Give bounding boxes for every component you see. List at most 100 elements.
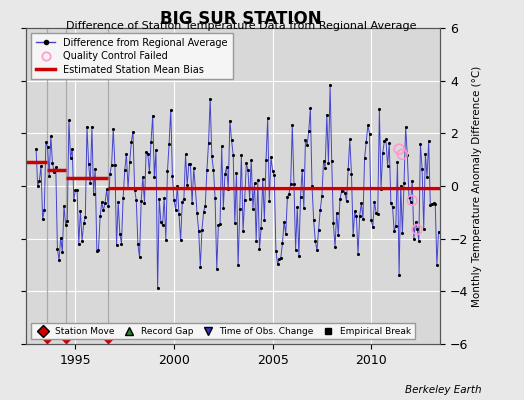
Point <box>121 167 129 174</box>
Point <box>175 211 183 217</box>
Point <box>191 185 200 192</box>
Point <box>42 139 50 146</box>
Point <box>281 231 290 237</box>
Point <box>380 138 388 145</box>
Point <box>257 225 265 231</box>
Point <box>318 193 326 199</box>
Y-axis label: Monthly Temperature Anomaly Difference (°C): Monthly Temperature Anomaly Difference (… <box>473 65 483 307</box>
Point <box>291 246 300 253</box>
Point <box>145 169 154 176</box>
Point <box>347 170 356 177</box>
Point <box>217 143 226 150</box>
Point <box>387 200 395 206</box>
Point <box>65 117 73 124</box>
Point <box>249 206 257 212</box>
Point <box>83 124 91 130</box>
Point <box>304 128 313 134</box>
Point <box>84 160 93 167</box>
Point <box>232 170 241 176</box>
Point <box>183 182 191 189</box>
Point <box>104 203 113 210</box>
Point <box>132 197 140 203</box>
Point <box>265 198 274 204</box>
Point <box>367 217 375 224</box>
Point <box>428 201 436 207</box>
Point <box>68 145 77 152</box>
Point <box>165 140 173 147</box>
Point <box>43 144 52 150</box>
Point <box>294 252 303 259</box>
Point <box>200 208 208 215</box>
Point <box>234 262 242 268</box>
Point <box>244 167 252 173</box>
Point <box>267 154 275 160</box>
Point <box>222 164 231 170</box>
Point <box>221 171 229 178</box>
Point <box>247 157 255 164</box>
Point <box>180 195 188 202</box>
Point <box>339 184 347 191</box>
Point <box>201 203 210 209</box>
Point <box>50 168 58 175</box>
Point <box>213 266 221 272</box>
Point <box>155 196 163 202</box>
Point <box>125 159 134 165</box>
Point <box>73 187 81 194</box>
Point <box>287 180 295 187</box>
Point <box>272 247 280 254</box>
Point <box>301 136 310 143</box>
Point <box>34 183 42 189</box>
Point <box>177 237 185 244</box>
Point <box>129 128 137 135</box>
Point <box>229 152 237 158</box>
Point <box>293 204 301 210</box>
Point <box>274 261 282 267</box>
Point <box>88 124 96 130</box>
Point <box>53 245 62 252</box>
Point <box>198 226 206 233</box>
Point <box>364 122 372 128</box>
Point <box>337 188 346 194</box>
Point <box>252 238 260 244</box>
Point <box>67 155 75 162</box>
Point <box>103 186 111 193</box>
Point <box>86 180 94 186</box>
Point <box>297 193 305 200</box>
Point <box>262 157 270 163</box>
Point <box>152 146 160 153</box>
Point <box>209 166 217 173</box>
Point <box>211 195 220 202</box>
Point <box>227 137 236 143</box>
Point <box>186 161 194 167</box>
Point <box>158 222 167 228</box>
Point <box>429 200 438 206</box>
Point <box>190 165 198 172</box>
Point <box>410 236 418 242</box>
Point <box>194 228 203 234</box>
Point <box>311 238 320 244</box>
Point <box>408 197 417 204</box>
Point <box>231 220 239 226</box>
Point <box>324 160 333 166</box>
Point <box>130 186 139 193</box>
Point <box>308 183 316 190</box>
Point <box>385 140 394 146</box>
Point <box>57 234 65 241</box>
Point <box>355 213 364 219</box>
Point <box>135 254 144 261</box>
Point <box>237 152 246 158</box>
Point <box>254 177 262 184</box>
Point <box>70 197 78 203</box>
Point <box>303 142 311 148</box>
Point <box>407 199 415 205</box>
Point <box>397 182 405 189</box>
Point <box>144 151 152 157</box>
Point <box>90 191 98 198</box>
Point <box>323 112 331 118</box>
Point <box>298 167 307 173</box>
Point <box>147 138 155 145</box>
Point <box>423 174 431 180</box>
Point <box>112 242 121 248</box>
Point <box>401 124 410 130</box>
Point <box>361 155 369 162</box>
